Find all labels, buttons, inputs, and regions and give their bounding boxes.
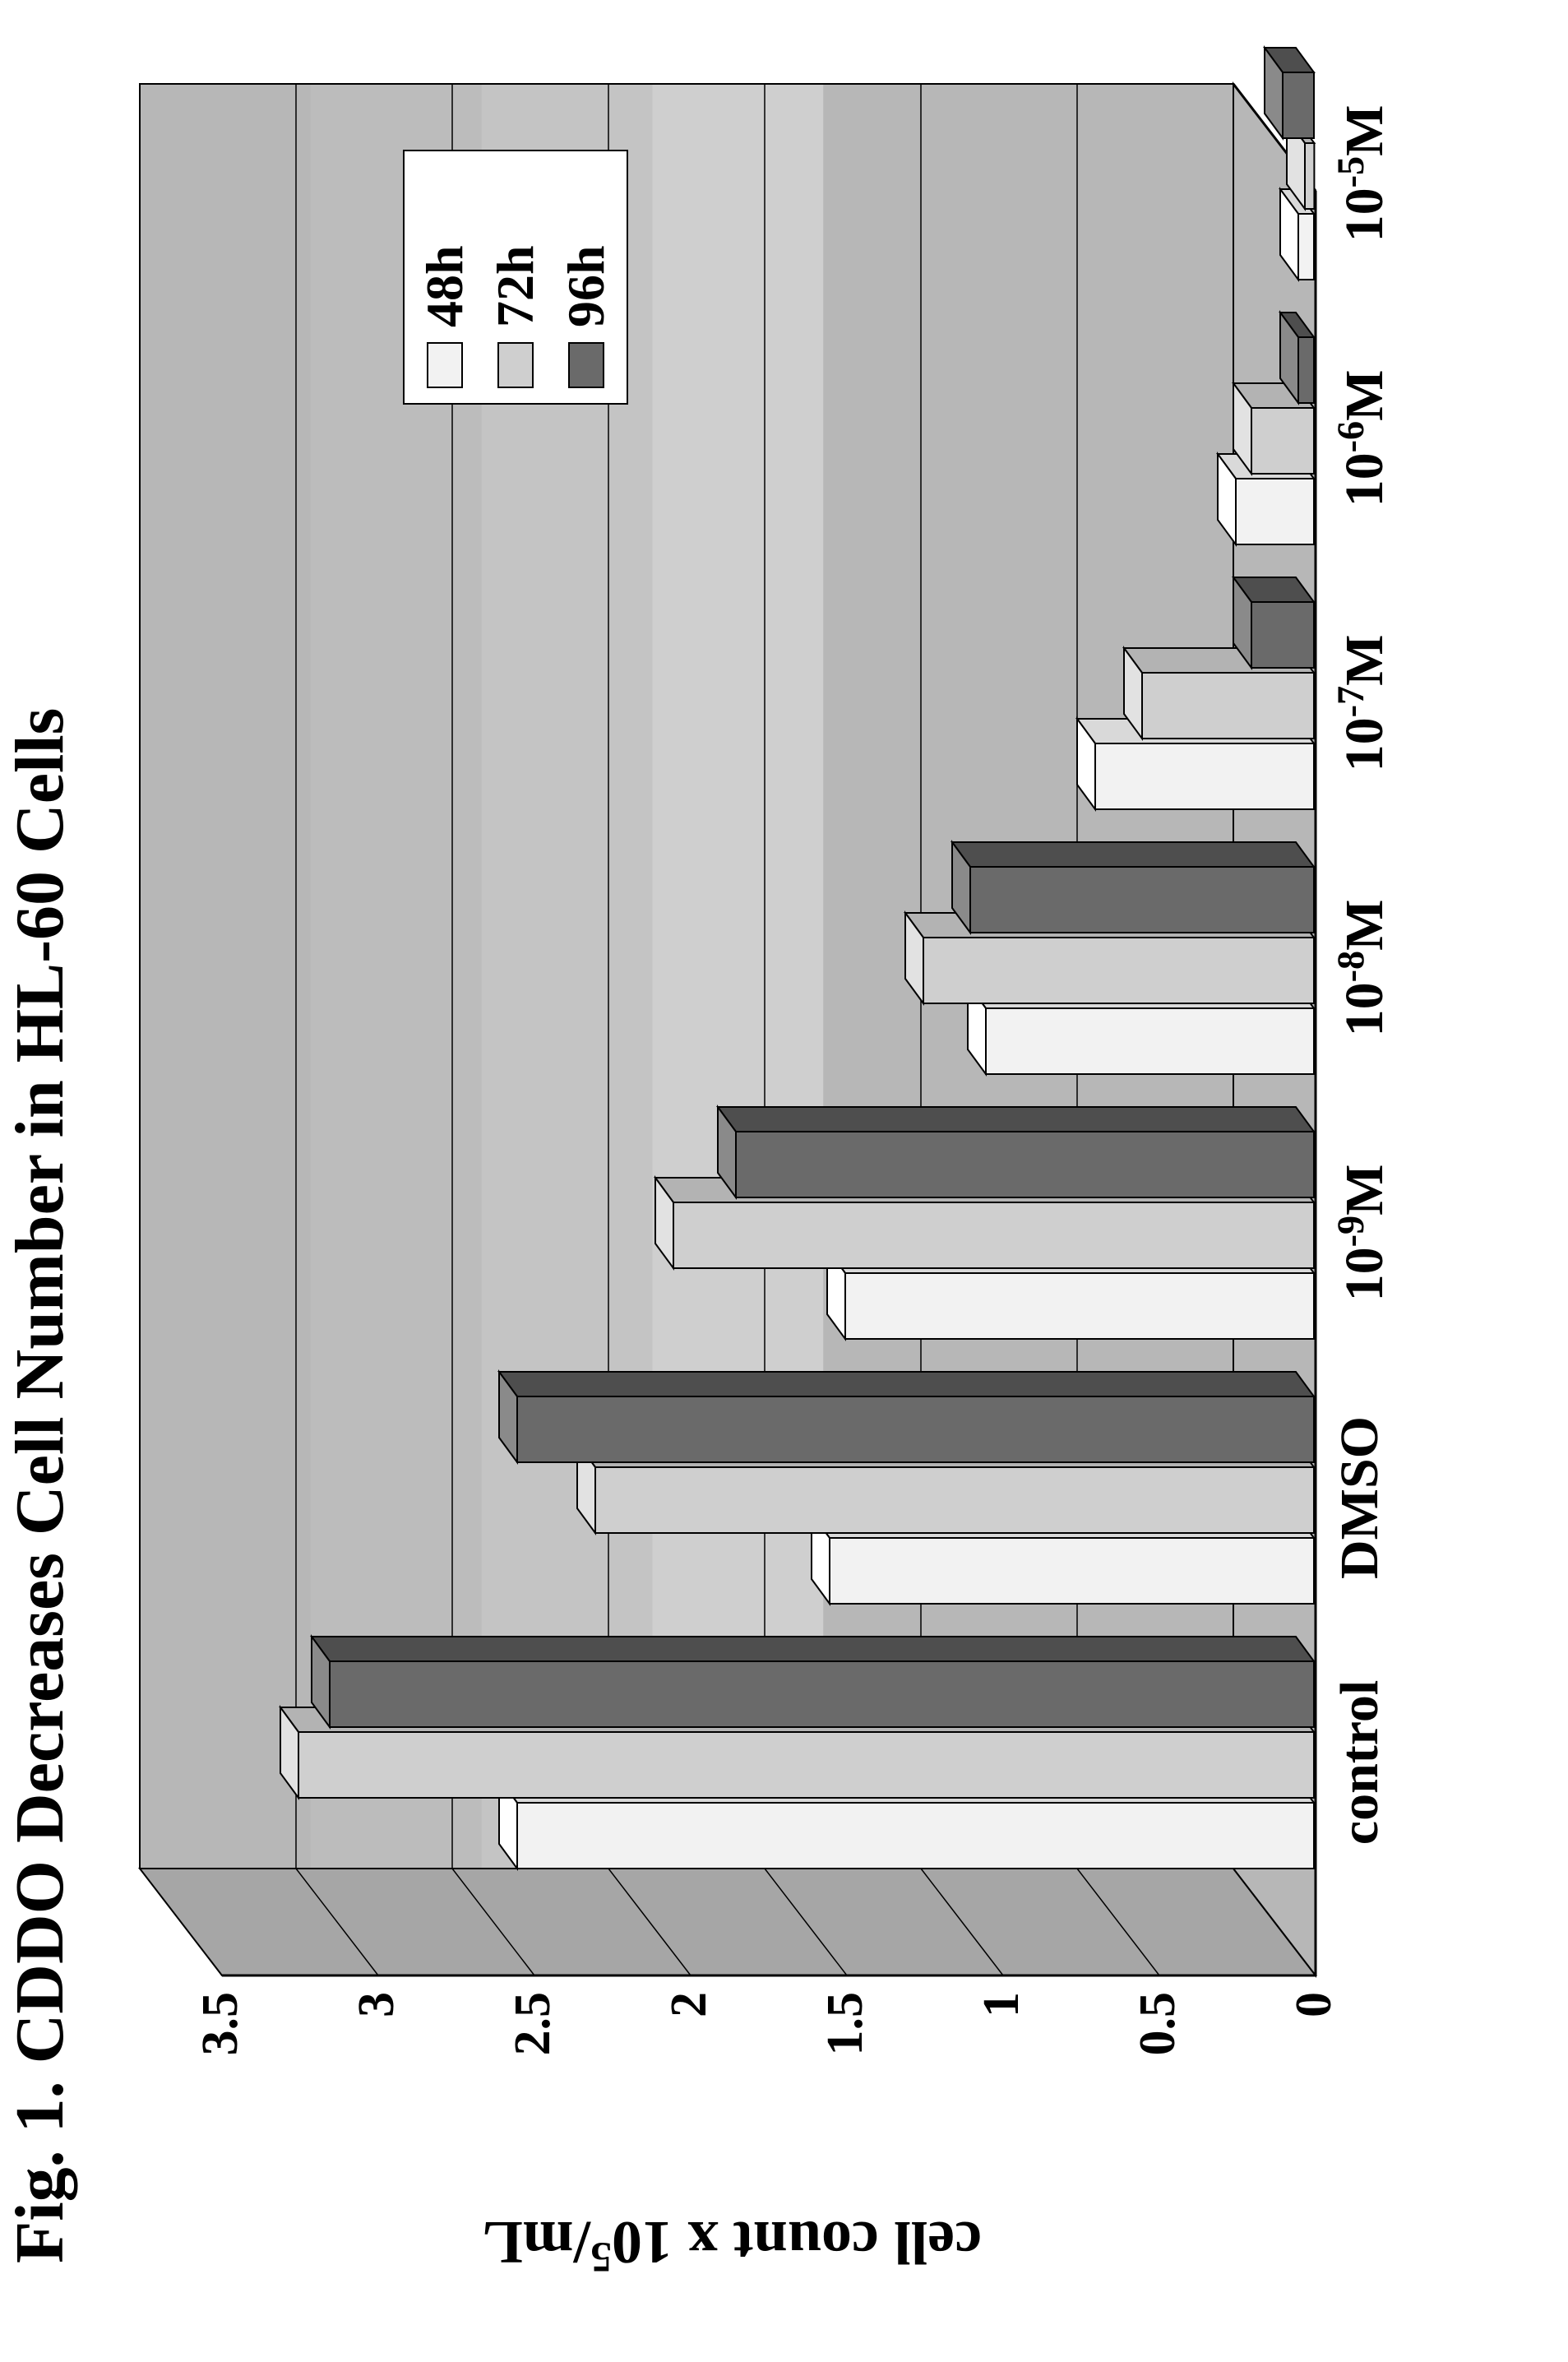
y-tick: 2	[660, 1992, 719, 2123]
bar	[501, 1372, 1316, 1462]
bar	[1282, 313, 1316, 403]
legend-item: 72h	[485, 166, 546, 388]
y-tick: 0.5	[1129, 1992, 1187, 2123]
bar	[1266, 48, 1316, 138]
x-tick: 10-5M	[1329, 18, 1396, 329]
x-tick: 10-9M	[1329, 1077, 1396, 1388]
bar	[313, 1637, 1316, 1727]
chart-area: cell count x 105/mL 48h72h96h 00.511.522…	[115, 10, 1480, 2230]
y-tick: 1	[973, 1992, 1031, 2123]
legend-item: 96h	[556, 166, 617, 388]
y-tick: 2.5	[504, 1992, 562, 2123]
legend-item: 48h	[414, 166, 475, 388]
legend-swatch	[497, 342, 534, 388]
legend-label: 48h	[414, 245, 475, 327]
x-tick: control	[1329, 1607, 1391, 1918]
x-tick: 10-7M	[1329, 548, 1396, 859]
chart-title: Fig. 1. CDDO Decreases Cell Number in HL…	[0, 708, 80, 2263]
bar	[719, 1107, 1316, 1197]
plot-area: 48h72h96h	[140, 84, 1316, 1975]
y-tick: 1.5	[816, 1992, 875, 2123]
legend-swatch	[427, 342, 463, 388]
legend-label: 96h	[556, 245, 617, 327]
legend-label: 72h	[485, 245, 546, 327]
y-tick: 0	[1285, 1992, 1344, 2123]
bars-layer	[140, 84, 1316, 1975]
bar	[1235, 577, 1316, 668]
x-tick: 10-6M	[1329, 283, 1396, 594]
x-tick: DMSO	[1329, 1342, 1391, 1653]
x-tick: 10-8M	[1329, 813, 1396, 1123]
y-tick: 3.5	[192, 1992, 250, 2123]
legend-swatch	[568, 342, 604, 388]
legend: 48h72h96h	[403, 150, 628, 405]
y-axis-label: cell count x 105/mL	[483, 2207, 983, 2281]
bar	[954, 842, 1316, 933]
y-tick: 3	[348, 1992, 406, 2123]
